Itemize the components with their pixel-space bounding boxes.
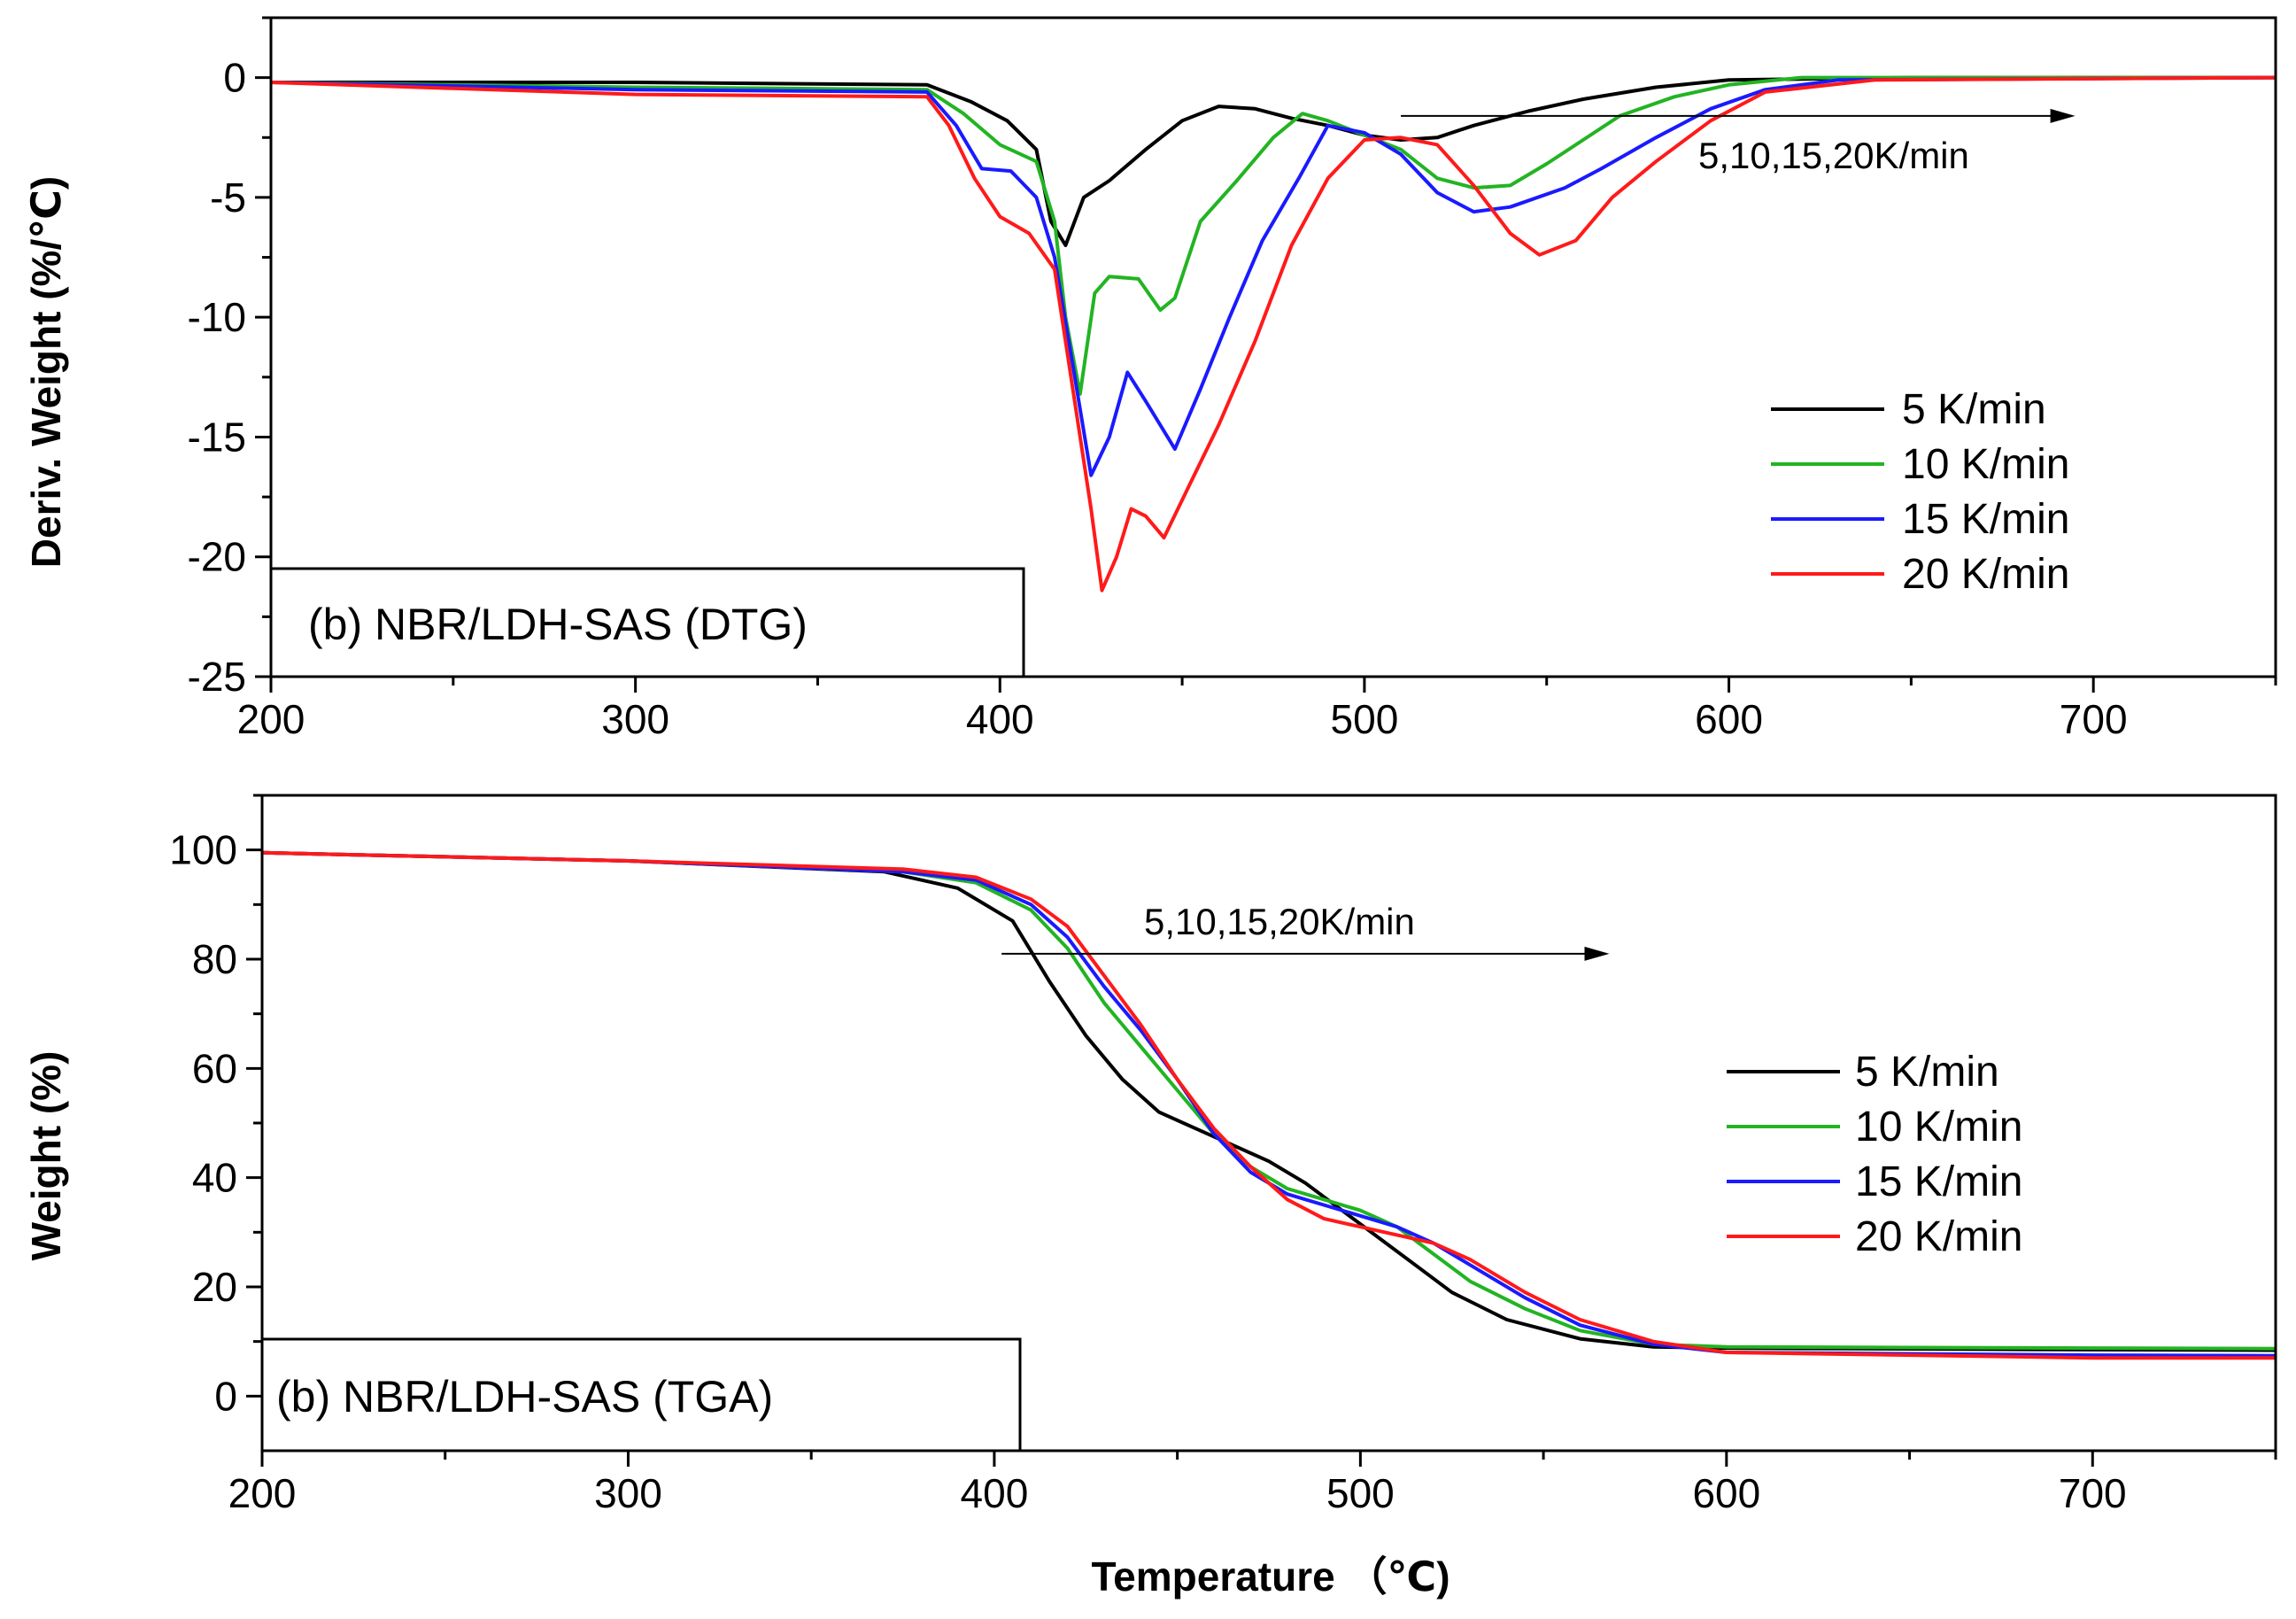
tga-panel-title: (b) NBR/LDH-SAS (TGA) [276, 1372, 773, 1421]
dtg-heating-rate-annotation: 5,10,15,20K/min [1698, 135, 1969, 176]
dtg-y-tick-label: -20 [188, 534, 246, 580]
dtg-x-tick-label: 600 [1695, 696, 1763, 742]
tga-x-tick-label: 700 [2059, 1470, 2127, 1516]
tga-x-tick-label: 200 [228, 1470, 297, 1516]
tga-x-tick-label: 600 [1692, 1470, 1760, 1516]
tga-legend-label-20: 20 K/min [1855, 1213, 2022, 1260]
tga-y-tick-label: 60 [192, 1045, 237, 1091]
tga-series-line-10 [261, 850, 2277, 1351]
tga-y-tick-label: 20 [192, 1264, 237, 1310]
dtg-panel: Deriv. Weight (%/℃) 5 K/min 10 K/min 15 … [23, 16, 2277, 742]
dtg-y-tick-label: 0 [223, 55, 246, 101]
dtg-series-line-15 [270, 75, 2277, 477]
tga-x-tick-label: 400 [961, 1470, 1029, 1516]
dtg-series-line-10 [270, 75, 2276, 396]
tga-x-tick-label: 500 [1326, 1470, 1395, 1516]
dtg-y-tick-label: -10 [188, 294, 246, 340]
dtg-panel-title: (b) NBR/LDH-SAS (DTG) [308, 600, 808, 649]
dtg-x-tick-label: 200 [237, 696, 305, 742]
dtg-x-tick-label: 500 [1331, 696, 1399, 742]
tga-y-tick-label: 100 [169, 827, 237, 873]
tga-y-axis-label: Weight (%) [23, 1051, 69, 1261]
tga-series-line-15 [261, 850, 2277, 1358]
tga-y-tick-label: 80 [192, 936, 237, 982]
tga-y-tick-label: 0 [214, 1373, 237, 1419]
tga-legend-label-15: 15 K/min [1855, 1158, 2022, 1205]
dtg-x-tick-label: 700 [2060, 696, 2128, 742]
x-axis-label: Temperature （℃) [1091, 1553, 1449, 1600]
dtg-legend-label-10: 10 K/min [1902, 441, 2069, 488]
dtg-y-tick-label: -25 [188, 654, 246, 700]
dtg-x-tick-label: 400 [966, 696, 1034, 742]
dtg-series-line-20 [270, 75, 2277, 593]
tga-y-tick-label: 40 [192, 1155, 237, 1201]
tga-series-line-20 [261, 850, 2276, 1360]
tga-x-tick-label: 300 [594, 1470, 662, 1516]
dtg-x-tick-label: 300 [601, 696, 669, 742]
dtg-y-tick-label: -15 [188, 414, 246, 460]
dtg-y-axis-label: Deriv. Weight (%/℃) [23, 176, 69, 568]
dtg-legend-label-15: 15 K/min [1902, 496, 2069, 543]
tga-legend-label-5: 5 K/min [1855, 1049, 1999, 1096]
tga-legend: 5 K/min 10 K/min 15 K/min 20 K/min [1855, 1049, 2022, 1260]
dtg-plot-frame [269, 16, 2277, 678]
tga-series-line-5 [261, 850, 2277, 1352]
dtg-legend-label-20: 20 K/min [1902, 551, 2069, 598]
tga-annotation-arrowhead [1584, 946, 1610, 961]
dtg-title-box [269, 567, 1025, 678]
tga-panel: Weight (%) Temperature （℃) 5 K/min 10 K/… [23, 794, 2277, 1600]
dtg-legend-label-5: 5 K/min [1902, 386, 2046, 433]
tga-heating-rate-annotation: 5,10,15,20K/min [1144, 901, 1415, 942]
dtg-legend: 5 K/min 10 K/min 15 K/min 20 K/min [1902, 386, 2069, 598]
tga-legend-label-10: 10 K/min [1855, 1104, 2022, 1150]
dtg-series-line-5 [271, 75, 2276, 247]
dtg-y-tick-label: -5 [210, 174, 246, 221]
dtg-annotation-arrowhead [2050, 108, 2076, 123]
